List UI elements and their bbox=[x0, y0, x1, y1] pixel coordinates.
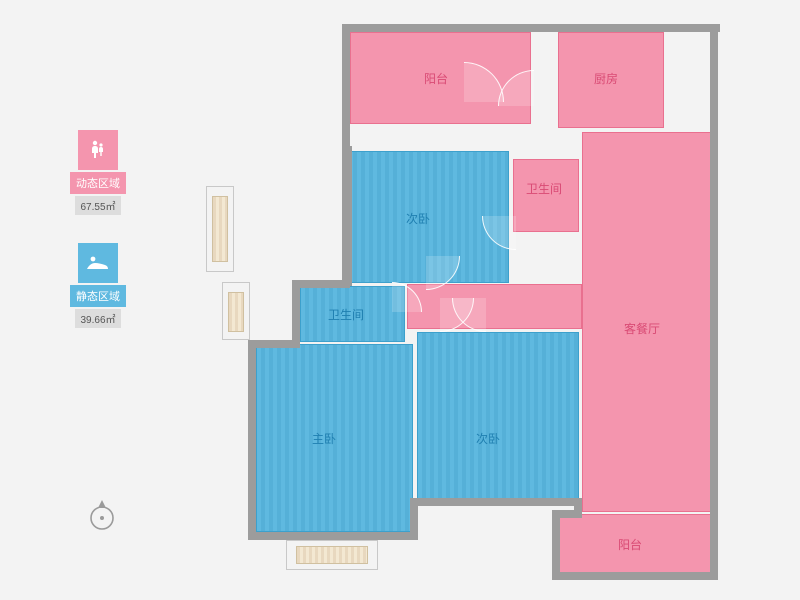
legend-static: 静态区域 39.66㎡ bbox=[68, 243, 128, 328]
room-master bbox=[256, 344, 413, 532]
window-hatch bbox=[296, 546, 368, 564]
room-balcony-bottom bbox=[559, 514, 711, 574]
room-living bbox=[582, 132, 712, 512]
wall-segment bbox=[292, 280, 350, 288]
wall-segment bbox=[410, 498, 582, 506]
wall-segment bbox=[710, 24, 718, 578]
rest-icon bbox=[78, 243, 118, 283]
wall-segment bbox=[292, 280, 300, 346]
window-hatch bbox=[228, 292, 244, 332]
room-balcony-top bbox=[350, 32, 531, 124]
floorplan: 阳台厨房卫生间客餐厅阳台次卧卫生间主卧次卧 bbox=[232, 20, 720, 580]
wall-segment bbox=[342, 24, 350, 150]
legend-static-label: 静态区域 bbox=[70, 285, 126, 307]
legend-dynamic-label: 动态区域 bbox=[70, 172, 126, 194]
people-icon bbox=[78, 130, 118, 170]
room-wc2 bbox=[300, 286, 405, 342]
wall-segment bbox=[552, 510, 560, 576]
legend-panel: 动态区域 67.55㎡ 静态区域 39.66㎡ bbox=[68, 130, 128, 356]
wall-segment bbox=[552, 572, 718, 580]
wall-segment bbox=[342, 146, 352, 286]
wall-segment bbox=[342, 24, 720, 32]
room-kitchen bbox=[558, 32, 664, 128]
compass-icon bbox=[88, 498, 116, 526]
window-hatch bbox=[212, 196, 228, 262]
wall-segment bbox=[248, 532, 416, 540]
legend-dynamic-value: 67.55㎡ bbox=[75, 196, 121, 215]
room-hallway bbox=[407, 284, 582, 329]
legend-static-value: 39.66㎡ bbox=[75, 309, 121, 328]
room-wc1 bbox=[513, 159, 579, 232]
room-bed2b bbox=[417, 332, 579, 500]
wall-segment bbox=[248, 340, 256, 536]
legend-dynamic: 动态区域 67.55㎡ bbox=[68, 130, 128, 215]
